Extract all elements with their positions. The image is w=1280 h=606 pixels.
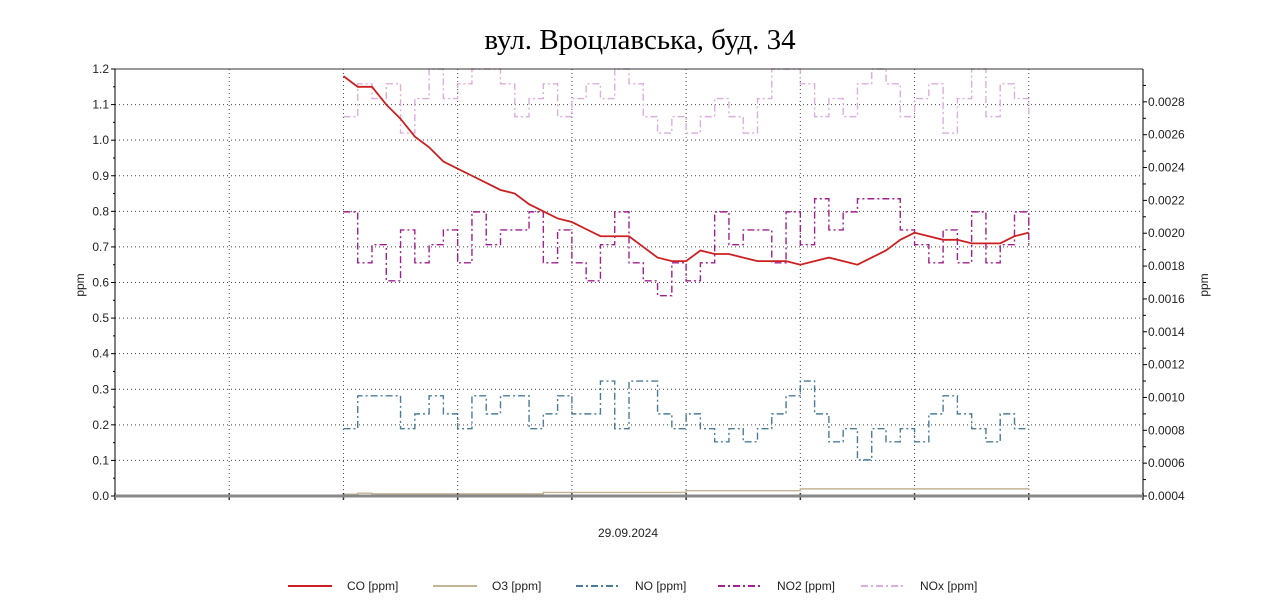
axes: 0.0 0.1 0.2 0.3 0.4 0.5 0.6 0.7 0.8 0.9 1.0 1.1 1.2 0… [92, 62, 1185, 503]
legend-label-o3: O3 [ppm] [492, 579, 541, 593]
y-axis-label-left: ppm [73, 273, 87, 296]
series-line-no2 [343, 198, 1030, 297]
y-tick-label-left: 0.1 [92, 453, 109, 467]
y-tick-label-right: 0.0024 [1148, 161, 1185, 175]
y-tick-label-left: 0.5 [92, 311, 109, 325]
series-line-co [342, 75, 1029, 266]
y-tick-label-left: 1.0 [92, 133, 109, 147]
y-tick-label-left: 0.8 [92, 204, 109, 218]
chart-title: вул. Вроцлавська, буд. 34 [484, 24, 796, 56]
x-axis-date-label: 29.09.2024 [598, 526, 658, 540]
y-tick-label-right: 0.0016 [1148, 292, 1185, 306]
y-tick-label-right: 0.0006 [1148, 456, 1185, 470]
grid [115, 69, 1143, 496]
y-tick-label-left: 0.2 [92, 418, 109, 432]
legend-label-no2: NO2 [ppm] [777, 579, 835, 593]
series-group [342, 68, 1030, 495]
y-tick-label-right: 0.0004 [1148, 489, 1185, 503]
y-tick-label-right: 0.0014 [1148, 325, 1185, 339]
legend-label-nox: NOx [ppm] [920, 579, 977, 593]
y-tick-label-right: 0.0008 [1148, 423, 1185, 437]
y-tick-label-left: 0.9 [92, 169, 109, 183]
y-tick-label-left: 0.4 [92, 347, 109, 361]
y-tick-label-right: 0.0022 [1148, 193, 1185, 207]
y-tick-label-left: 1.1 [92, 98, 109, 112]
y-tick-label-left: 0.3 [92, 382, 109, 396]
y-tick-label-left: 0.7 [92, 240, 109, 254]
y-tick-label-left: 0.6 [92, 276, 109, 290]
series-line-nox [343, 68, 1030, 134]
y-tick-label-right: 0.0026 [1148, 128, 1185, 142]
legend-label-no: NO [ppm] [635, 579, 686, 593]
legend: CO [ppm] O3 [ppm] NO [ppm] NO2 [ppm] NOx [pp… [288, 579, 977, 593]
y-tick-label-right: 0.0012 [1148, 358, 1185, 372]
y-tick-label-right: 0.0020 [1148, 226, 1185, 240]
y-tick-label-right: 0.0028 [1148, 95, 1185, 109]
y-tick-label-left: 1.2 [92, 62, 109, 76]
y-tick-label-right: 0.0010 [1148, 390, 1185, 404]
series-line-no [343, 380, 1029, 461]
y-tick-label-right: 0.0018 [1148, 259, 1185, 273]
y-tick-label-left: 0.0 [92, 489, 109, 503]
series-line-o3 [343, 488, 1030, 495]
legend-label-co: CO [ppm] [347, 579, 398, 593]
y-axis-label-right: ppm [1197, 273, 1211, 296]
